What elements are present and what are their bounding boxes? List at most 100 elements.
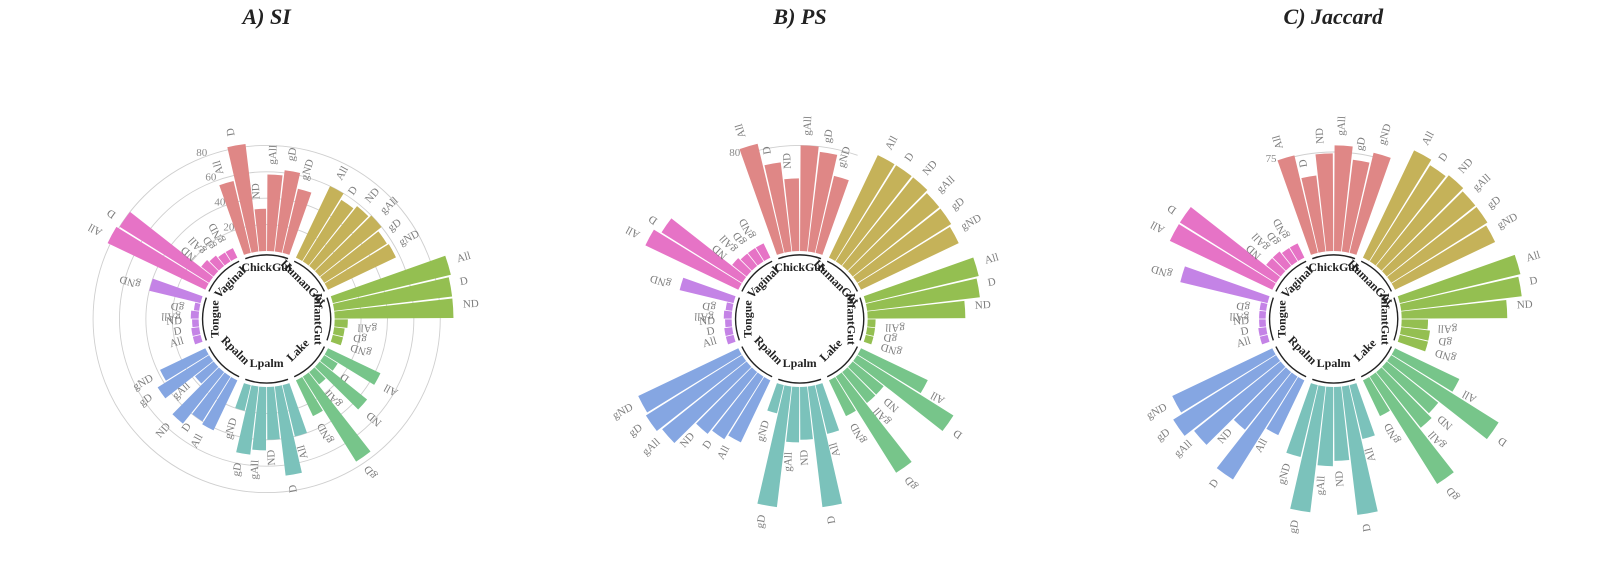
bar [726, 335, 736, 344]
bar-label: gND [315, 421, 336, 446]
bar-label: gD [903, 474, 921, 492]
bar-label: gD [949, 195, 967, 213]
bar-label: D [701, 438, 715, 451]
bar-label: All [1270, 134, 1285, 151]
bar-label: gD [1235, 299, 1250, 313]
panel-a: A) SI 20406080ChickGutAllDNDgAllgDgNDHum… [0, 0, 533, 578]
bar-label: gD [822, 128, 836, 143]
bar-label: gND [349, 341, 373, 359]
bar-label: gD [1154, 426, 1172, 444]
bar-label: gND [222, 416, 240, 440]
figure: A) SI 20406080ChickGutAllDNDgAllgDgNDHum… [0, 0, 1600, 578]
bar-label: gAll [935, 174, 958, 196]
bar-label: ND [799, 449, 812, 466]
bar-label: ND [781, 153, 794, 170]
group-label: Lpalm [783, 356, 817, 370]
bar-label: gAll [1470, 172, 1493, 194]
bar-label: D [1207, 477, 1221, 490]
axis-tick-label: 75 [1265, 153, 1276, 165]
bar-label: D [1297, 158, 1310, 168]
group-arc [245, 255, 288, 259]
bar-label: gND [959, 212, 984, 233]
bar-label: All [334, 164, 351, 182]
panel-c: C) Jaccard 75ChickGutAllDNDgAllgDgNDHuma… [1067, 0, 1600, 578]
bar-label: ND [1313, 128, 1326, 145]
bar-label: gND [1144, 401, 1169, 422]
bar-label: ND [1456, 156, 1476, 176]
group-label: InfantGut [312, 293, 326, 345]
bar-label: D [761, 145, 774, 155]
group-label: Rpalm [218, 333, 252, 367]
bar-label: gND [848, 421, 869, 446]
bar-label: D [1165, 202, 1178, 216]
group-label: Tongue [208, 300, 222, 338]
bar-label: D [951, 427, 964, 441]
bar [1259, 311, 1266, 319]
bar [192, 319, 199, 327]
bar [1259, 335, 1269, 344]
bar-label: ND [154, 420, 174, 440]
bar-label: All [715, 444, 732, 462]
bar [193, 335, 203, 344]
bar-label: gND [299, 158, 317, 182]
bar [1259, 302, 1267, 310]
group-label: Vaginal [211, 263, 249, 301]
group-label: Rpalm [752, 333, 786, 367]
bar-label: gD [1287, 519, 1301, 534]
group-label: Lpalm [250, 356, 284, 370]
bar-label: gD [1444, 485, 1462, 503]
bar-label: All [86, 221, 104, 238]
group-arc [860, 298, 864, 341]
grid-ring [146, 198, 388, 440]
bar-label: ND [1333, 470, 1346, 487]
bar-label: ND [921, 158, 941, 178]
bar [1258, 327, 1267, 336]
group-label: InfantGut [1378, 293, 1392, 345]
bar-label: gD [170, 299, 185, 313]
bar-label: gD [755, 514, 769, 529]
group-arc [736, 298, 740, 341]
group-arc [327, 298, 331, 341]
bar-label: D [987, 276, 997, 289]
bar-label: gND [611, 401, 636, 422]
bar-label: gAll [802, 116, 815, 136]
bar [864, 335, 874, 344]
bar-label: gD [702, 299, 717, 313]
bar-label: ND [363, 186, 383, 206]
bar [726, 302, 734, 310]
bar-label: D [903, 151, 917, 164]
group-label: Lake [284, 336, 313, 365]
bar-label: gAll [1314, 475, 1327, 495]
bar-label: gND [1149, 262, 1173, 280]
group-label: InfantGut [845, 293, 859, 345]
bar-label: ND [1516, 299, 1533, 312]
group-arc [245, 379, 288, 383]
bar-label: D [1528, 274, 1538, 287]
bar-label: gAll [1437, 322, 1457, 335]
bar-label: gD [1485, 194, 1503, 212]
bar [1259, 319, 1266, 327]
bar-label: gD [1437, 334, 1452, 348]
bar-label: D [224, 127, 237, 137]
bar-label: All [733, 122, 748, 139]
bar-label: ND [250, 183, 263, 200]
bar [725, 327, 734, 336]
bar-label: gND [1433, 347, 1457, 365]
bar-label: ND [975, 299, 992, 312]
bar-label: D [1436, 151, 1450, 164]
bar-label: gND [1495, 211, 1520, 232]
bar-label: ND [1435, 413, 1455, 433]
group-label: Lpalm [1316, 356, 1350, 370]
group-arc [1312, 379, 1355, 383]
bar-label: gAll [267, 145, 280, 165]
bar-label: D [647, 212, 660, 226]
bar-label: All [211, 159, 226, 176]
bar [724, 311, 732, 319]
group-label: Vaginal [745, 263, 783, 301]
group-label: Tongue [1274, 300, 1288, 338]
bar [866, 327, 875, 336]
bar-label: All [984, 251, 1001, 266]
group-label: Lake [817, 336, 846, 365]
bar-label: ND [463, 298, 480, 311]
bar-label: All [382, 381, 400, 398]
